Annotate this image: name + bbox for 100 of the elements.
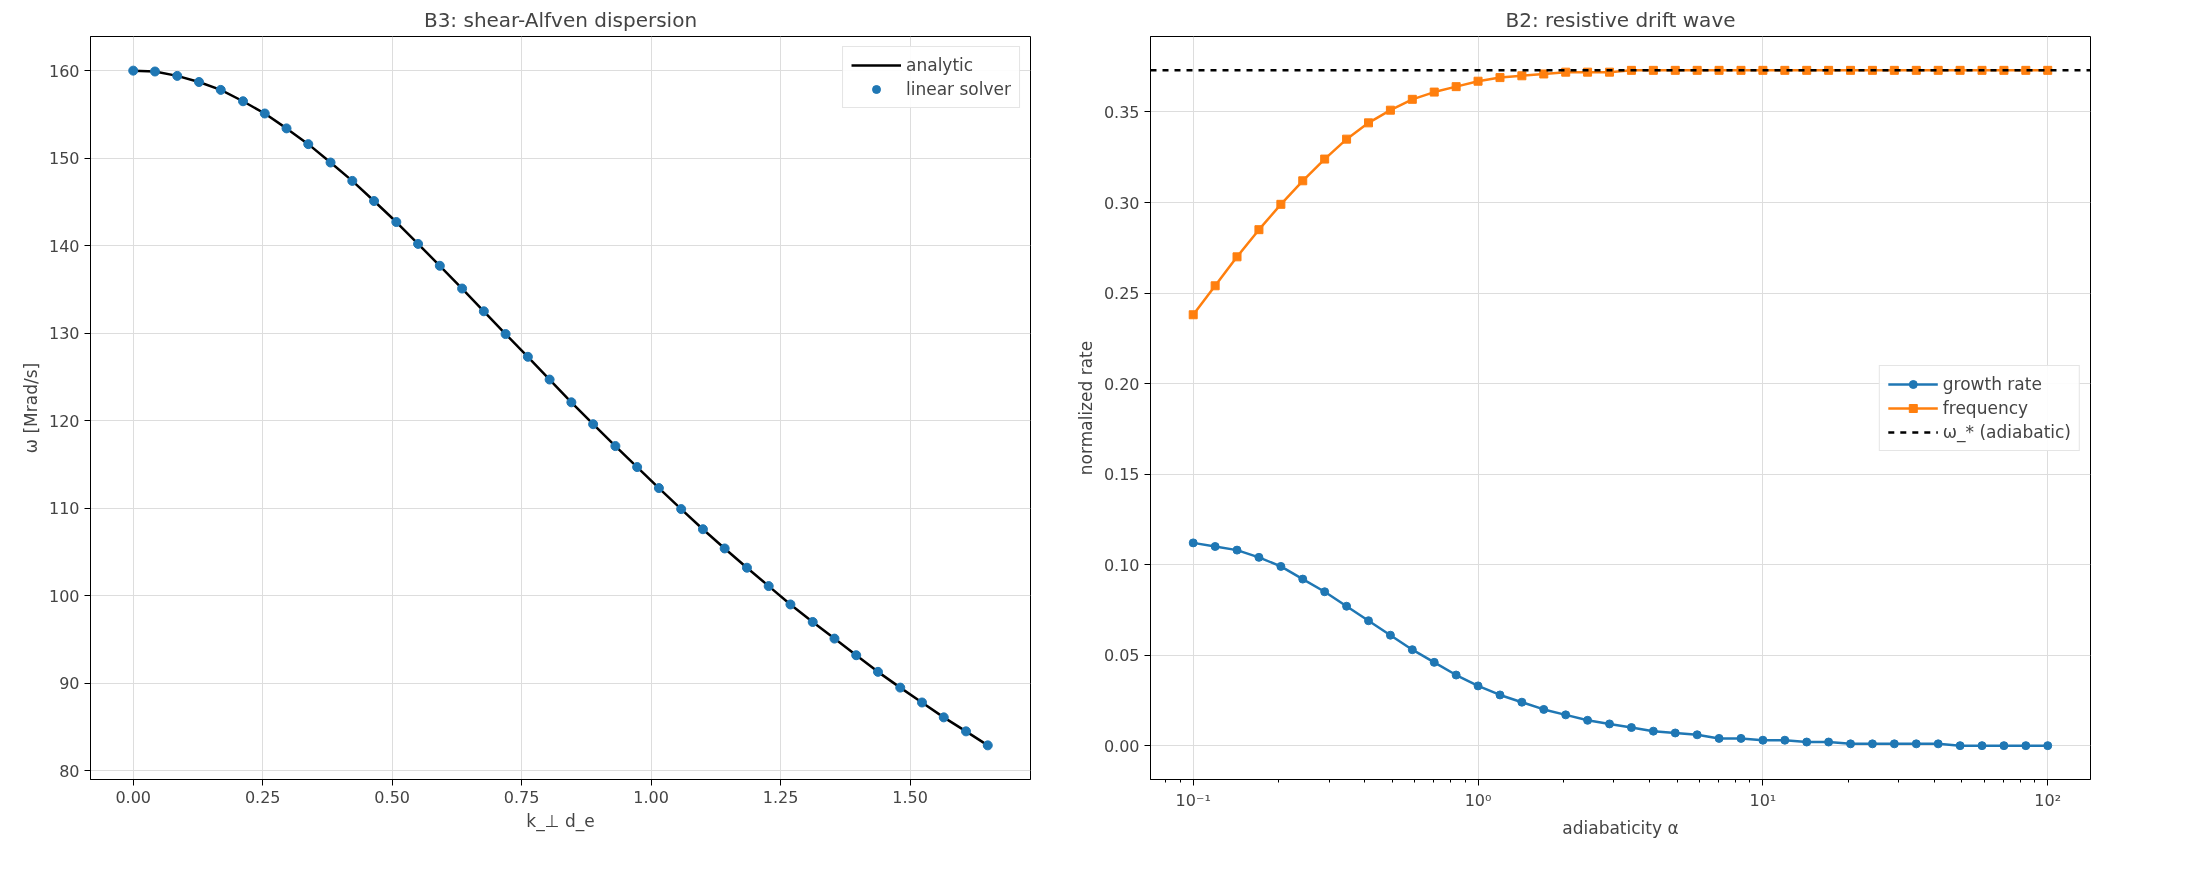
point <box>982 740 993 751</box>
point <box>1648 65 1658 75</box>
point <box>1846 739 1856 749</box>
point <box>829 633 840 644</box>
point <box>1495 73 1505 83</box>
point <box>2043 65 2053 75</box>
x-tick-label: 1.25 <box>762 787 799 807</box>
point <box>194 77 204 87</box>
point <box>238 96 249 107</box>
point <box>544 374 555 385</box>
x-axis-title: adiabaticity α <box>1562 817 1679 838</box>
point <box>478 306 489 317</box>
point <box>653 483 664 494</box>
point <box>522 351 533 362</box>
point <box>281 123 292 134</box>
point <box>1429 87 1439 97</box>
point <box>1670 728 1680 738</box>
point <box>1933 739 1943 749</box>
x-tick-label: 10⁰ <box>1464 790 1492 810</box>
point <box>1473 681 1483 691</box>
point <box>1232 252 1242 262</box>
legend-label: growth rate <box>1942 373 2042 394</box>
x-tick-label: 0.25 <box>244 787 281 807</box>
x-tick-label: 10⁻¹ <box>1175 790 1211 810</box>
point <box>369 196 380 207</box>
point <box>1385 105 1395 115</box>
x-axis-title: k_⊥ d_e <box>526 810 595 832</box>
point <box>1561 710 1571 720</box>
point <box>1298 574 1308 584</box>
legend-label: analytic <box>906 55 974 75</box>
y-tick-label: 110 <box>48 499 80 519</box>
point <box>1210 281 1220 291</box>
point <box>1517 697 1527 707</box>
point <box>1736 733 1746 743</box>
y-tick-label: 0.10 <box>1103 555 1140 575</box>
y-tick-label: 0.30 <box>1103 193 1140 213</box>
point <box>1692 730 1702 740</box>
point <box>1188 538 1198 548</box>
y-tick-label: 120 <box>48 411 80 431</box>
y-axis-title: ω [Mrad/s] <box>20 362 41 454</box>
y-tick-label: 150 <box>48 149 80 169</box>
point <box>1977 741 1987 751</box>
point <box>1298 176 1308 186</box>
point <box>1407 94 1417 104</box>
point <box>1911 65 1921 75</box>
point <box>347 175 358 186</box>
point <box>1670 65 1680 75</box>
point <box>1407 645 1417 655</box>
point <box>1254 552 1264 562</box>
point <box>215 84 226 95</box>
point <box>259 108 270 119</box>
point <box>1473 76 1483 86</box>
y-tick-label: 0.05 <box>1103 646 1140 666</box>
point <box>391 217 402 228</box>
point <box>1451 670 1461 680</box>
y-tick-label: 0.25 <box>1103 284 1140 304</box>
point <box>763 581 774 592</box>
point <box>325 157 336 168</box>
point <box>1583 715 1593 725</box>
point <box>741 562 752 573</box>
point <box>917 697 927 708</box>
point <box>1955 741 1965 751</box>
point <box>719 543 730 554</box>
point <box>1626 723 1636 733</box>
y-tick-label: 0.00 <box>1103 736 1140 756</box>
point <box>632 462 643 473</box>
point <box>1342 601 1352 611</box>
point <box>1495 690 1505 700</box>
point <box>1780 65 1790 75</box>
point <box>413 238 424 249</box>
y-tick-label: 100 <box>48 586 80 606</box>
legend-label: frequency <box>1942 397 2029 418</box>
point <box>1276 561 1286 571</box>
point <box>1780 735 1790 745</box>
point <box>1714 733 1724 743</box>
point <box>1802 737 1812 747</box>
point <box>434 260 445 271</box>
point <box>1232 545 1242 555</box>
point <box>1276 199 1286 209</box>
point <box>785 599 796 610</box>
point <box>1210 542 1220 551</box>
point <box>1539 704 1549 714</box>
y-tick-label: 90 <box>59 674 80 694</box>
point <box>1451 82 1461 92</box>
point <box>1320 587 1330 597</box>
x-tick-label: 10¹ <box>1749 790 1777 810</box>
point <box>1824 737 1834 747</box>
y-tick-label: 0.20 <box>1103 374 1140 394</box>
y-axis-title: normalized rate <box>1075 340 1096 476</box>
point <box>1867 739 1877 749</box>
point <box>172 70 183 81</box>
point <box>851 650 862 661</box>
point <box>2021 741 2031 751</box>
point <box>566 397 577 408</box>
point <box>1320 154 1330 164</box>
point <box>1605 719 1615 729</box>
x-tick-label: 0.00 <box>115 787 152 807</box>
x-tick-label: 0.50 <box>374 787 410 807</box>
point <box>807 616 818 627</box>
point <box>1999 741 2009 751</box>
